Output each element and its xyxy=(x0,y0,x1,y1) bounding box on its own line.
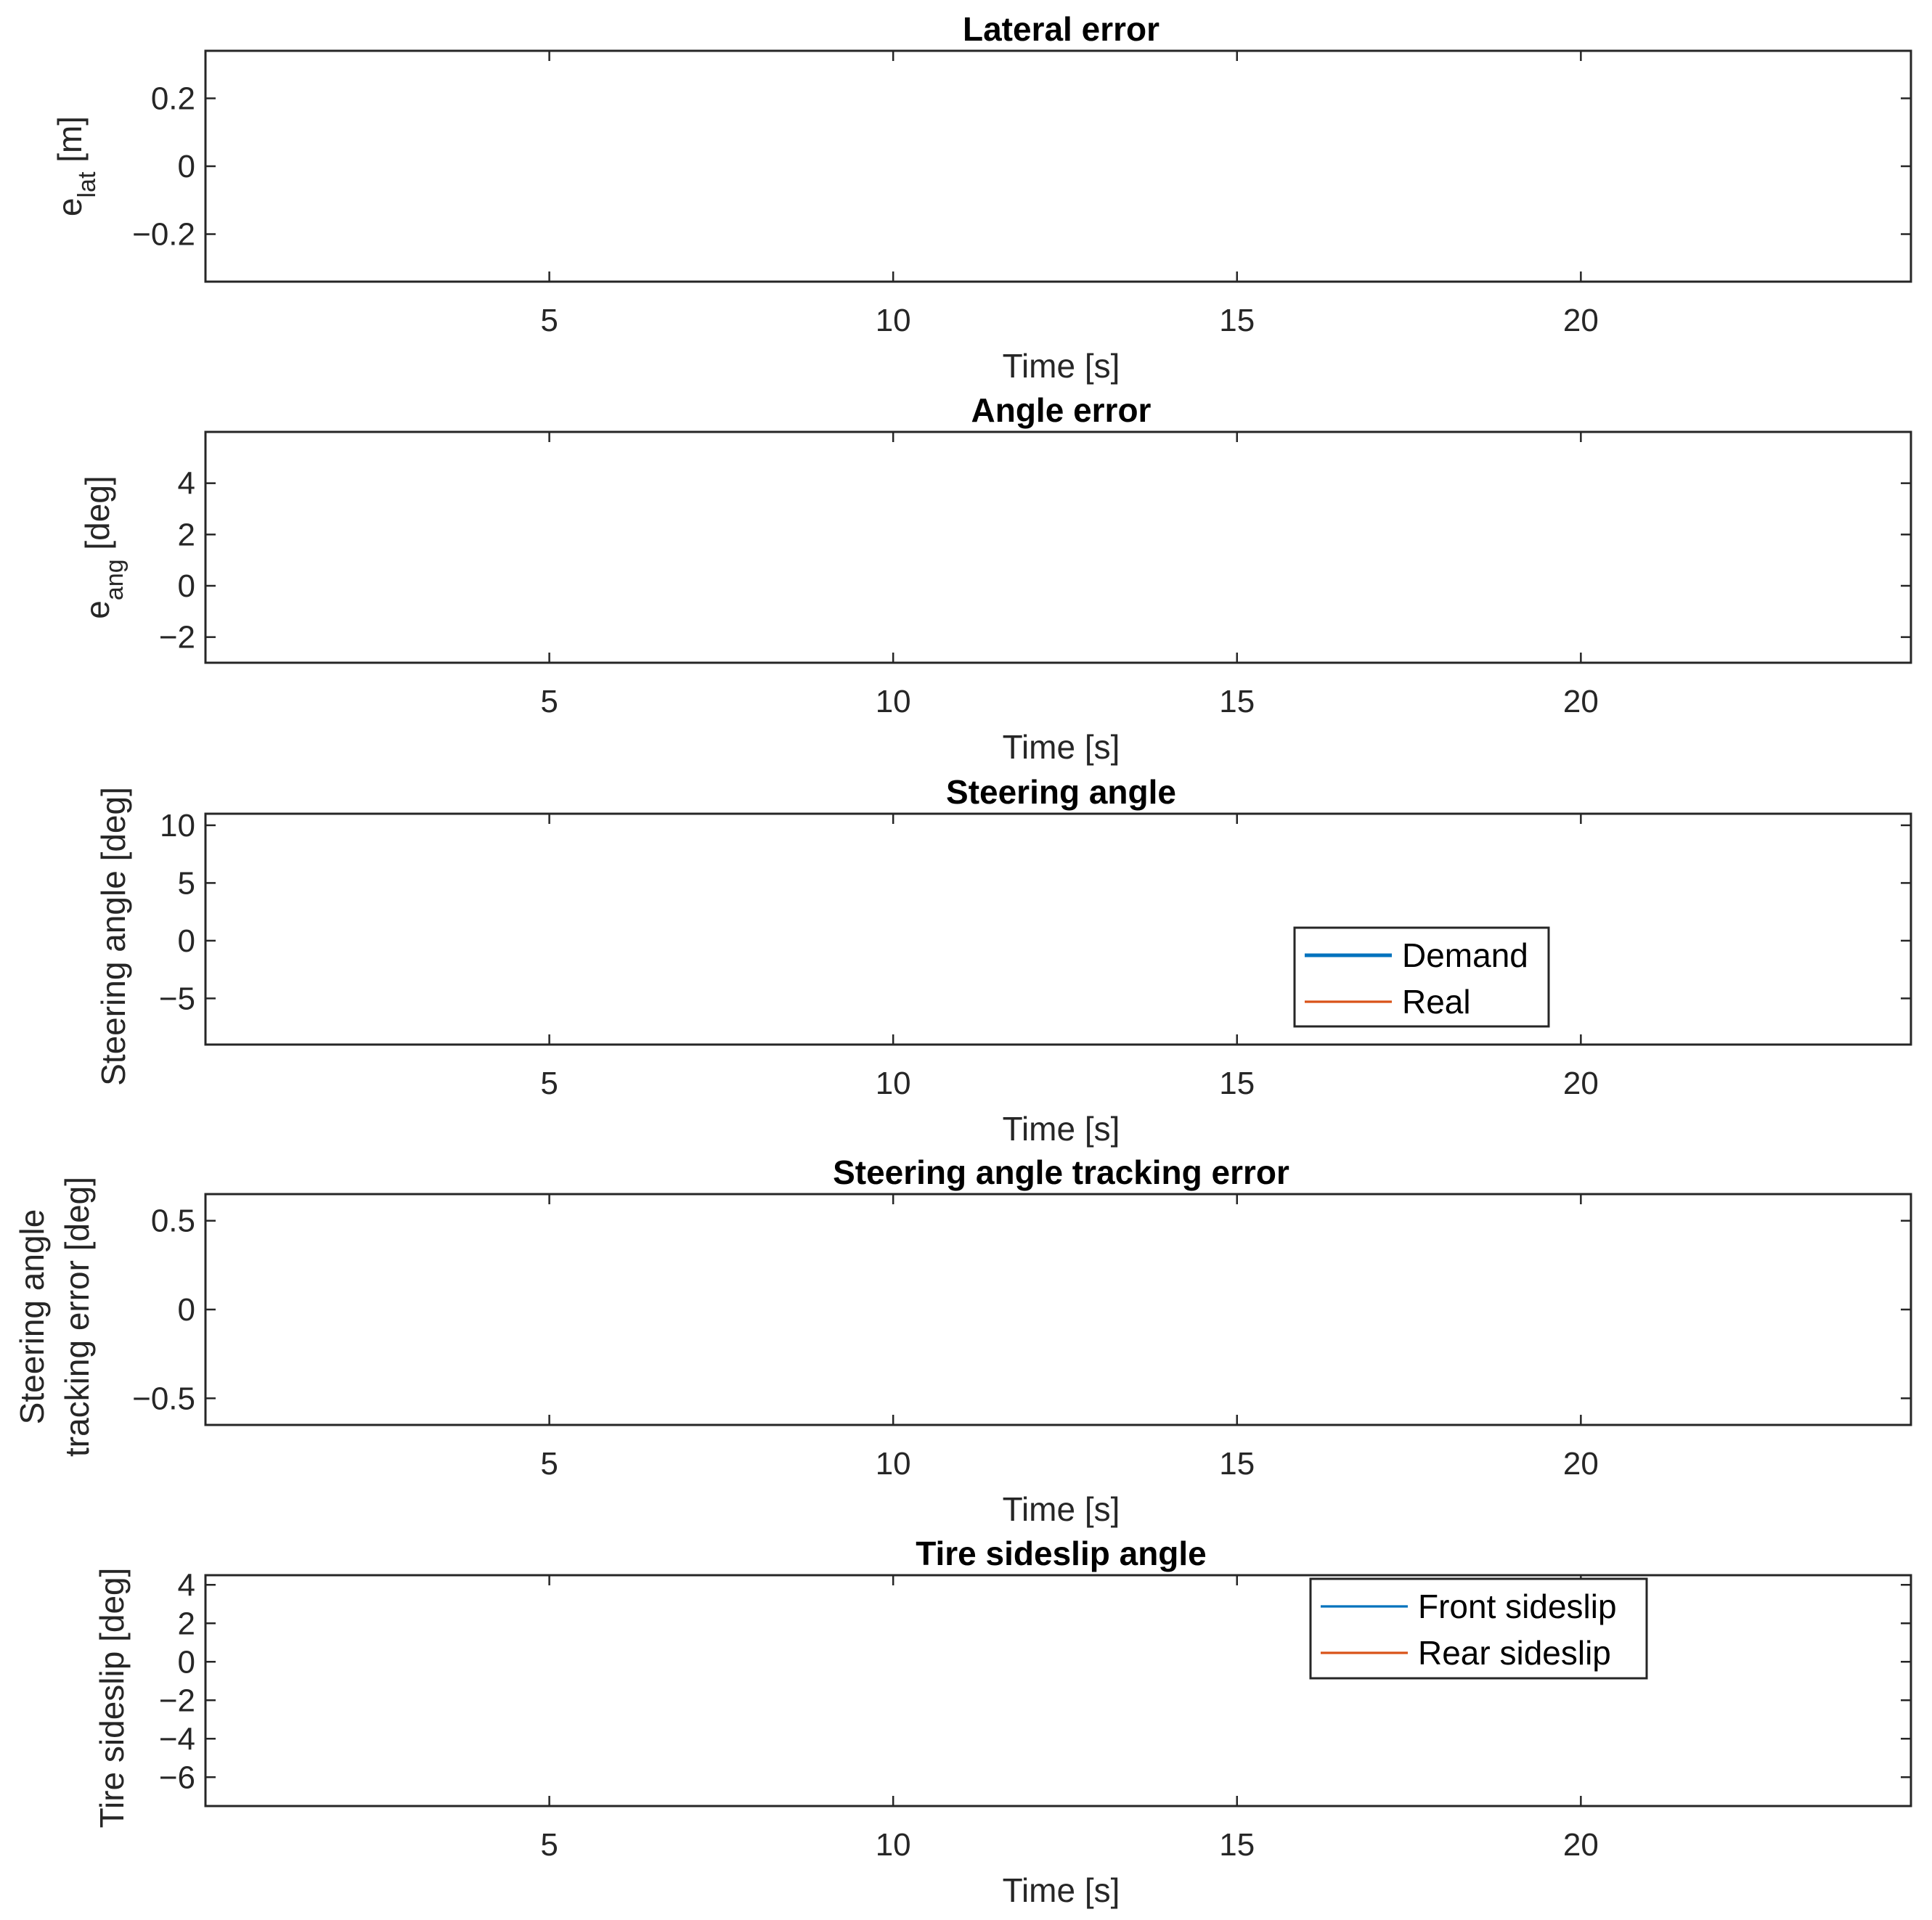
axes-frame xyxy=(204,812,1912,1046)
x-tick-label: 15 xyxy=(1219,1066,1255,1101)
y-tick-label: 2 xyxy=(178,517,195,552)
x-axis-label: Time [s] xyxy=(1003,1871,1120,1909)
chart-title: Tire sideslip angle xyxy=(916,1535,1207,1572)
legend-box xyxy=(1293,926,1550,1028)
x-tick-label: 20 xyxy=(1563,1446,1599,1482)
x-tick-label: 20 xyxy=(1563,303,1599,338)
chart-title: Steering angle xyxy=(946,773,1176,811)
legend: Demand Real xyxy=(1293,926,1550,1028)
x-tick-label: 15 xyxy=(1219,303,1255,338)
chart-title: Steering angle tracking error xyxy=(833,1153,1289,1191)
y-tick-label: −4 xyxy=(159,1721,195,1757)
y-axis-label: Tire sideslip [deg] xyxy=(93,1568,131,1829)
chart-title: Lateral error xyxy=(963,10,1159,48)
x-tick-label: 10 xyxy=(876,303,911,338)
y-tick-label: 4 xyxy=(178,1567,195,1603)
y-tick-label: 0 xyxy=(178,923,195,959)
x-tick-label: 5 xyxy=(540,1066,558,1101)
x-tick-label: 20 xyxy=(1563,1827,1599,1863)
axes-frame xyxy=(204,1574,1912,1807)
legend-label: Rear sideslip xyxy=(1418,1634,1611,1672)
y-tick-label: −0.2 xyxy=(132,217,195,253)
legend-box xyxy=(1309,1577,1648,1680)
x-tick-label: 5 xyxy=(540,1446,558,1482)
x-tick-label: 5 xyxy=(540,1827,558,1863)
x-tick-label: 10 xyxy=(876,1446,911,1482)
legend-label: Demand xyxy=(1402,936,1528,974)
y-tick-label: −0.5 xyxy=(132,1381,195,1416)
y-tick-label: 0 xyxy=(178,149,195,184)
y-axis-label-line2: tracking error [deg] xyxy=(58,1177,96,1457)
x-tick-label: 10 xyxy=(876,1066,911,1101)
panel-lateral: 5 10 15 20 −0.2 0 0.2 Lateral error Time [s] elat… xyxy=(51,10,1912,385)
y-tick-label: 0 xyxy=(178,1644,195,1680)
x-tick-label: 10 xyxy=(876,1827,911,1863)
y-tick-label: 4 xyxy=(178,466,195,502)
y-axis-label: elat [m] xyxy=(51,116,101,216)
y-axis-label: eang [deg] xyxy=(78,475,129,618)
y-tick-label: −6 xyxy=(159,1760,195,1795)
x-tick-label: 15 xyxy=(1219,684,1255,719)
y-tick-label: 10 xyxy=(160,808,195,843)
y-tick-label: 0 xyxy=(178,1292,195,1328)
x-tick-label: 20 xyxy=(1563,1066,1599,1101)
x-axis-label: Time [s] xyxy=(1003,1490,1120,1528)
y-tick-label: 0.5 xyxy=(151,1204,195,1239)
panel-steering: 5 10 15 20 −5 0 5 10 Steering angle Time [s] Steer… xyxy=(94,773,1912,1148)
axes-frame xyxy=(204,1193,1912,1426)
legend: Front sideslip Rear sideslip xyxy=(1309,1577,1648,1680)
axes-frame xyxy=(204,49,1912,283)
x-axis-label: Time [s] xyxy=(1003,347,1120,385)
y-tick-label: −2 xyxy=(159,620,195,655)
x-tick-label: 20 xyxy=(1563,684,1599,719)
panel-tracking: 5 10 15 20 −0.5 0 0.5 Steering angle tracking e… xyxy=(13,1153,1912,1528)
y-tick-label: 2 xyxy=(178,1606,195,1641)
x-axis-label: Time [s] xyxy=(1003,1110,1120,1148)
y-tick-label: 5 xyxy=(178,865,195,901)
x-axis-label: Time [s] xyxy=(1003,728,1120,766)
x-tick-label: 5 xyxy=(540,303,558,338)
x-tick-label: 15 xyxy=(1219,1446,1255,1482)
x-tick-label: 10 xyxy=(876,684,911,719)
y-tick-label: −2 xyxy=(159,1683,195,1718)
y-tick-label: 0 xyxy=(178,568,195,604)
x-tick-label: 15 xyxy=(1219,1827,1255,1863)
x-tick-label: 5 xyxy=(540,684,558,719)
chart-title: Angle error xyxy=(971,391,1152,429)
axes-frame xyxy=(204,430,1912,664)
legend-label: Real xyxy=(1402,983,1471,1021)
y-axis-label: Steering angle [deg] xyxy=(94,787,132,1086)
y-tick-label: −5 xyxy=(159,981,195,1016)
y-axis-label-line1: Steering angle xyxy=(13,1209,51,1425)
panel-angle: 5 10 15 20 −2 0 2 4 Angle error Time [s] eang [deg… xyxy=(78,391,1912,766)
y-tick-label: 0.2 xyxy=(151,81,195,116)
legend-label: Front sideslip xyxy=(1418,1588,1617,1625)
